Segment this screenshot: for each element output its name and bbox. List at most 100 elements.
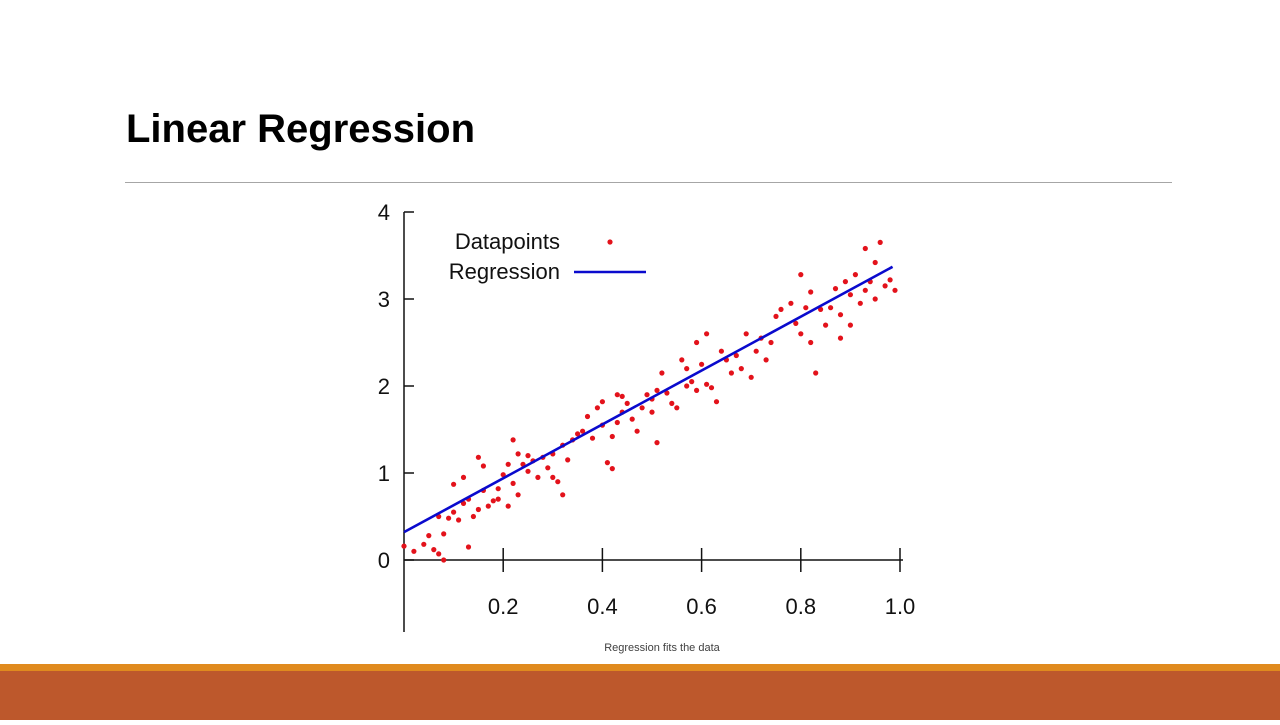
datapoint bbox=[560, 492, 566, 498]
datapoint bbox=[575, 431, 581, 437]
datapoint bbox=[535, 474, 541, 480]
datapoint bbox=[832, 286, 839, 292]
datapoint bbox=[436, 551, 442, 557]
datapoint bbox=[589, 435, 596, 441]
datapoint bbox=[614, 419, 620, 426]
datapoint bbox=[862, 287, 868, 293]
datapoint bbox=[634, 428, 640, 434]
datapoint bbox=[674, 405, 680, 411]
x-tick-label: 0.2 bbox=[488, 594, 519, 619]
datapoint bbox=[515, 451, 521, 457]
datapoint bbox=[842, 279, 849, 285]
datapoint bbox=[426, 533, 432, 539]
datapoint bbox=[748, 374, 754, 380]
datapoint bbox=[609, 466, 615, 472]
datapoint bbox=[619, 393, 625, 399]
datapoint bbox=[664, 390, 670, 396]
datapoint bbox=[545, 465, 551, 471]
datapoint bbox=[847, 292, 854, 298]
datapoint bbox=[669, 400, 675, 406]
datapoint bbox=[699, 361, 705, 367]
datapoint bbox=[451, 481, 457, 487]
datapoint bbox=[614, 392, 620, 398]
datapoint bbox=[679, 357, 685, 363]
datapoint bbox=[441, 557, 447, 563]
datapoint bbox=[550, 474, 556, 480]
datapoint bbox=[460, 500, 467, 506]
datapoint bbox=[421, 541, 427, 547]
datapoint bbox=[837, 335, 844, 341]
datapoint bbox=[694, 339, 700, 346]
datapoint bbox=[654, 387, 660, 393]
x-tick-label: 0.8 bbox=[786, 594, 817, 619]
datapoint bbox=[808, 289, 814, 295]
datapoint bbox=[515, 492, 521, 498]
legend-label-datapoints: Datapoints bbox=[455, 229, 560, 254]
chart-axes: 0.2 0.4 0.6 0.8 1.0 0 1 2 3 4 bbox=[378, 200, 916, 632]
datapoint bbox=[818, 306, 824, 312]
y-tick-label: 3 bbox=[378, 287, 390, 312]
datapoint bbox=[639, 405, 645, 411]
datapoint bbox=[798, 272, 804, 278]
datapoint bbox=[510, 437, 516, 443]
datapoint bbox=[485, 503, 491, 509]
y-tick-label: 4 bbox=[378, 200, 390, 225]
datapoint bbox=[684, 366, 690, 372]
datapoint bbox=[857, 300, 863, 306]
y-tick-label: 1 bbox=[378, 461, 390, 486]
x-tick-label: 1.0 bbox=[885, 594, 916, 619]
chart-legend: Datapoints Regression bbox=[449, 229, 646, 284]
datapoint bbox=[887, 277, 893, 283]
datapoint bbox=[451, 509, 457, 515]
datapoint bbox=[659, 370, 665, 376]
datapoint bbox=[763, 357, 769, 363]
datapoint bbox=[828, 305, 834, 311]
footer-bar bbox=[0, 671, 1280, 720]
datapoint bbox=[505, 503, 511, 509]
datapoint bbox=[465, 544, 472, 550]
datapoint bbox=[753, 348, 759, 354]
datapoint bbox=[872, 259, 878, 266]
datapoint bbox=[490, 498, 496, 504]
datapoint bbox=[599, 399, 606, 405]
regression-series bbox=[403, 265, 894, 534]
datapoint bbox=[495, 496, 501, 502]
datapoint bbox=[773, 313, 779, 319]
datapoint bbox=[847, 322, 854, 328]
datapoint bbox=[649, 409, 655, 415]
datapoint bbox=[713, 399, 720, 405]
datapoint bbox=[629, 416, 635, 422]
regression-line bbox=[403, 265, 894, 534]
legend-marker-datapoints bbox=[607, 239, 613, 245]
datapoint bbox=[694, 387, 700, 393]
datapoint bbox=[862, 245, 868, 252]
datapoint bbox=[738, 366, 744, 372]
datapoint bbox=[470, 513, 476, 520]
datapoints-series bbox=[401, 239, 898, 563]
datapoint bbox=[837, 312, 844, 318]
datapoint bbox=[778, 306, 784, 312]
datapoint bbox=[689, 379, 695, 385]
y-tick-label: 0 bbox=[378, 548, 390, 573]
datapoint bbox=[644, 392, 650, 398]
datapoint bbox=[718, 348, 725, 354]
legend-label-regression: Regression bbox=[449, 259, 560, 284]
datapoint bbox=[803, 305, 809, 311]
datapoint bbox=[565, 457, 571, 463]
datapoint bbox=[793, 320, 799, 326]
datapoint bbox=[431, 547, 437, 553]
chart-caption: Regression fits the data bbox=[604, 642, 720, 654]
datapoint bbox=[604, 460, 611, 466]
datapoint bbox=[475, 454, 481, 460]
datapoint bbox=[708, 385, 715, 391]
datapoint bbox=[475, 506, 481, 513]
datapoint bbox=[882, 283, 888, 289]
datapoint bbox=[525, 453, 531, 459]
x-tick-label: 0.4 bbox=[587, 594, 618, 619]
datapoint bbox=[594, 405, 601, 411]
y-tick-label: 2 bbox=[378, 374, 390, 399]
footer-accent-stripe bbox=[0, 664, 1280, 671]
datapoint bbox=[624, 400, 630, 406]
